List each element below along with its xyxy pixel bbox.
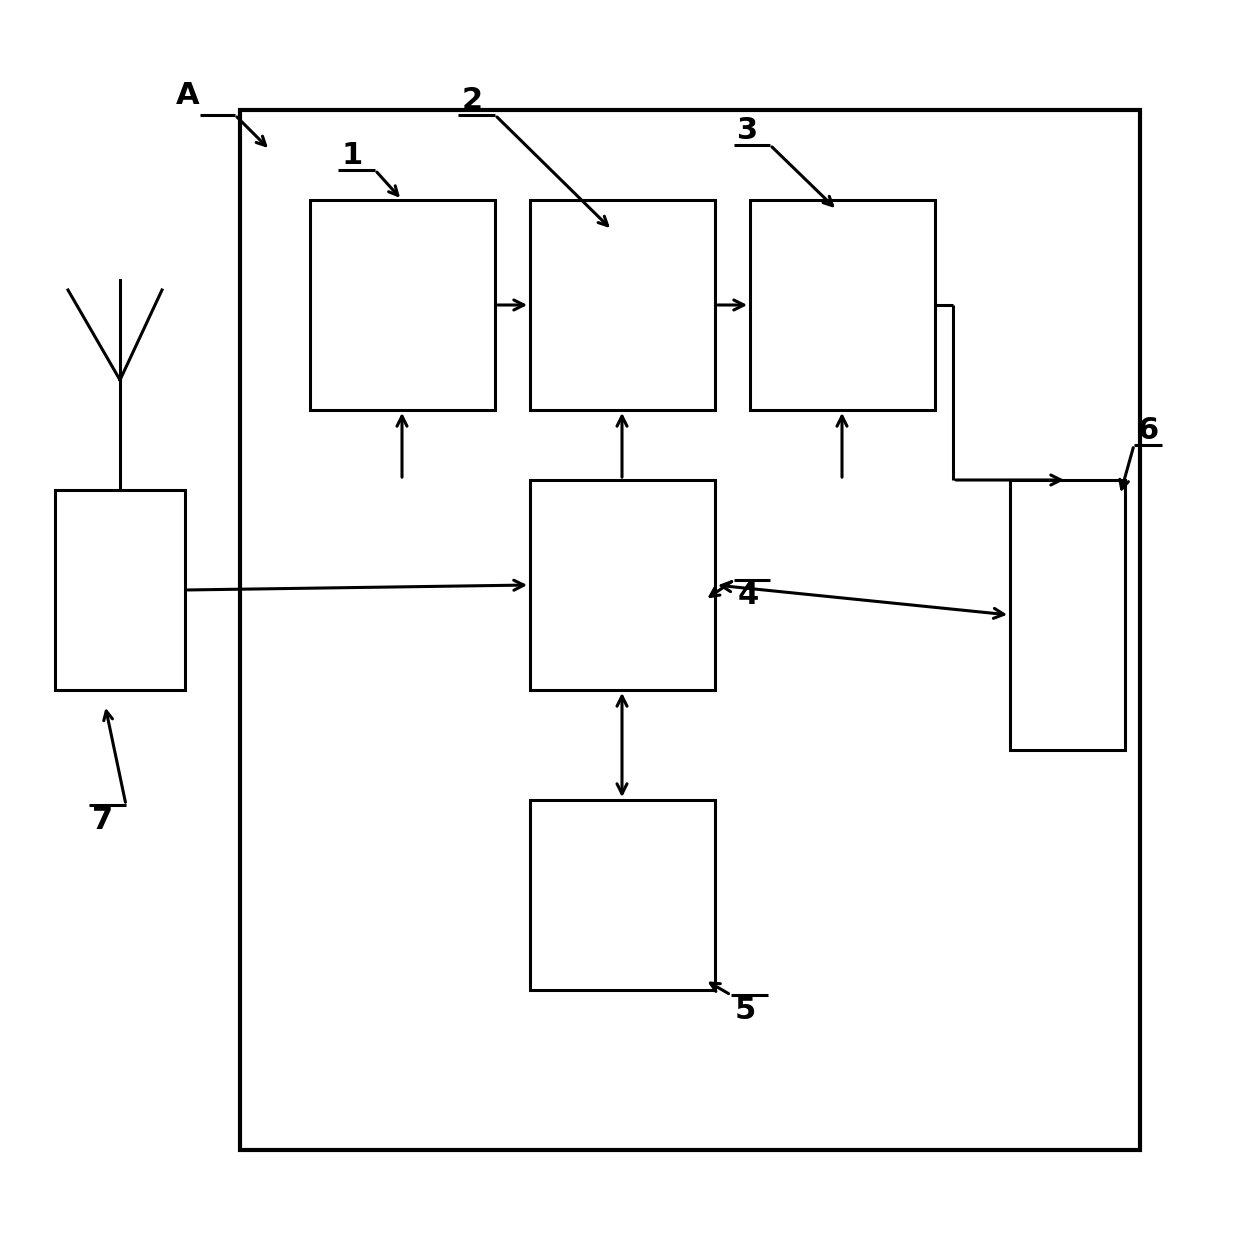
Text: 6: 6	[1137, 415, 1158, 444]
Bar	[750, 200, 935, 410]
Text: 3: 3	[738, 116, 759, 145]
Bar	[529, 200, 715, 410]
Bar	[1011, 480, 1125, 750]
Text: 1: 1	[341, 141, 362, 170]
Bar	[529, 799, 715, 990]
Bar	[310, 200, 495, 410]
Text: 2: 2	[461, 86, 482, 115]
Text: A: A	[176, 81, 200, 110]
Text: 5: 5	[734, 996, 755, 1025]
Bar	[529, 480, 715, 690]
Bar	[241, 110, 1140, 1149]
Text: 7: 7	[93, 806, 114, 835]
Bar	[55, 490, 185, 690]
Text: 4: 4	[738, 580, 759, 609]
